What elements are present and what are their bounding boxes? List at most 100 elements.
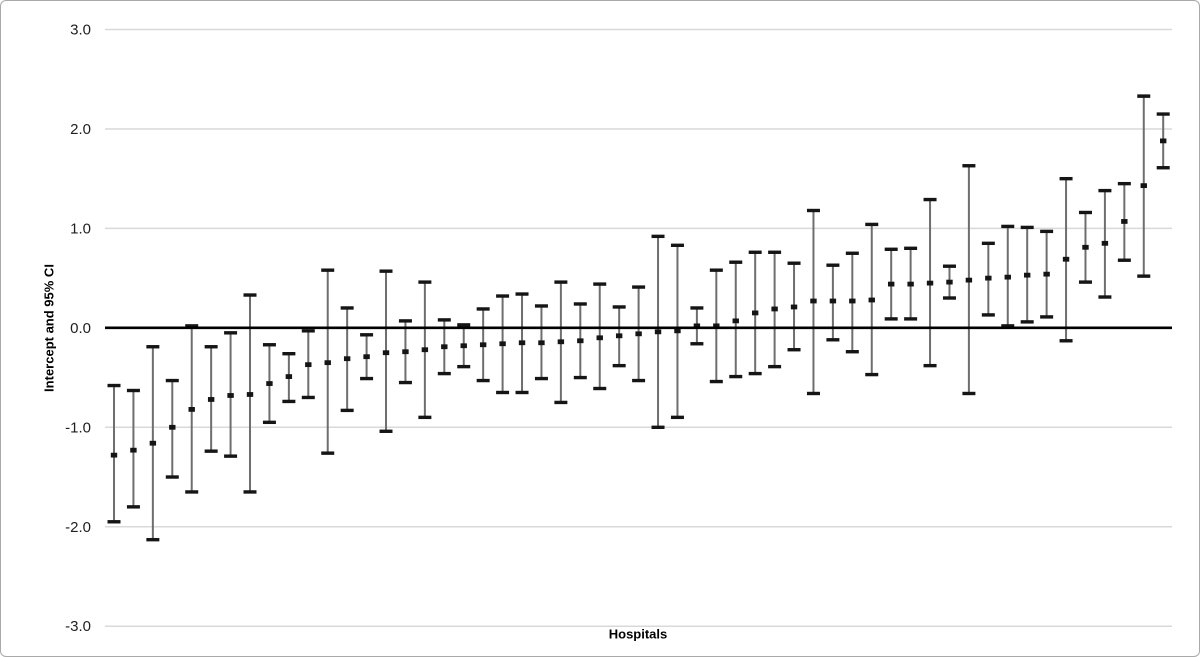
- point-estimate-marker: [887, 281, 895, 287]
- point-estimate-marker: [1004, 274, 1011, 280]
- point-estimate-marker: [324, 360, 331, 366]
- hospital-ci-bar: [865, 222, 879, 377]
- hospital-ci-bar: [1059, 176, 1073, 343]
- hospital-ci-bar: [729, 260, 743, 379]
- hospital-ci-bar: [243, 293, 257, 494]
- y-tick-label: 0.0: [70, 320, 91, 337]
- point-estimate-marker: [441, 344, 448, 350]
- point-estimate-marker: [907, 281, 914, 287]
- y-tick-label: 2.0: [70, 121, 91, 138]
- hospital-ci-bar: [651, 234, 665, 429]
- point-estimate-marker: [596, 335, 603, 341]
- hospital-ci-bar: [748, 250, 762, 376]
- hospital-ci-bar: [962, 164, 976, 396]
- hospital-ci-bar: [1040, 229, 1054, 319]
- point-estimate-marker: [615, 333, 623, 339]
- hospital-ci-bar: [690, 306, 704, 346]
- point-estimate-marker: [460, 343, 467, 349]
- hospital-ci-bar: [884, 247, 898, 321]
- point-estimate-marker: [654, 329, 662, 335]
- hospital-ci-bar: [321, 268, 335, 455]
- hospital-ci-bar: [262, 343, 276, 425]
- point-estimate-marker: [1023, 272, 1031, 278]
- point-estimate-marker: [479, 342, 487, 348]
- hospital-ci-bar: [904, 246, 918, 321]
- hospital-ci-bar: [1098, 188, 1112, 299]
- point-estimate-marker: [1062, 256, 1070, 262]
- point-estimate-marker: [829, 298, 837, 304]
- hospital-ci-bar: [1117, 181, 1131, 262]
- hospital-ci-bar: [1137, 94, 1151, 278]
- y-tick-label: 1.0: [70, 220, 91, 237]
- point-estimate-marker: [130, 447, 137, 453]
- point-estimate-marker: [946, 279, 953, 285]
- point-estimate-marker: [985, 275, 992, 281]
- point-estimate-marker: [499, 341, 506, 347]
- hospital-ci-bar: [496, 294, 510, 395]
- hospital-ci-bar: [593, 282, 607, 391]
- point-estimate-marker: [246, 392, 254, 397]
- point-estimate-marker: [1140, 183, 1147, 189]
- point-estimate-marker: [149, 440, 157, 446]
- point-estimate-marker: [732, 318, 739, 324]
- hospital-ci-bar: [340, 306, 354, 413]
- point-estimate-marker: [868, 297, 875, 303]
- point-estimate-marker: [810, 298, 817, 304]
- point-estimate-marker: [1160, 138, 1167, 144]
- hospital-ci-bar: [379, 269, 393, 433]
- hospital-ci-bar: [360, 333, 374, 381]
- point-estimate-marker: [266, 381, 273, 386]
- hospital-ci-bar: [107, 383, 121, 524]
- point-estimate-marker: [518, 340, 526, 346]
- point-estimate-marker: [577, 338, 584, 344]
- hospital-ci-bar: [398, 319, 412, 385]
- hospital-ci-bar: [185, 324, 199, 494]
- point-estimate-marker: [751, 310, 759, 316]
- hospital-ci-bar: [845, 251, 859, 354]
- hospital-ci-bar: [534, 304, 548, 381]
- point-estimate-marker: [1101, 240, 1109, 246]
- hospital-ci-bar: [1078, 210, 1092, 284]
- point-estimate-marker: [693, 323, 701, 329]
- point-estimate-marker: [635, 331, 642, 337]
- hospital-ci-bar: [923, 197, 937, 368]
- point-estimate-marker: [674, 328, 681, 334]
- hospital-ci-bar: [709, 268, 723, 384]
- hospital-ci-bar: [787, 261, 801, 352]
- point-estimate-marker: [188, 406, 195, 412]
- point-estimate-marker: [382, 350, 390, 356]
- point-estimate-marker: [713, 323, 720, 329]
- hospital-ci-bar: [515, 292, 529, 395]
- hospital-ci-bar: [670, 243, 684, 420]
- hospital-ci-bar: [632, 285, 646, 383]
- hospital-ci-bar: [224, 331, 238, 458]
- point-estimate-marker: [285, 374, 293, 379]
- point-estimate-marker: [771, 306, 778, 312]
- y-tick-label: 3.0: [70, 22, 91, 39]
- point-estimate-marker: [849, 298, 856, 304]
- hospital-ci-bar: [554, 280, 568, 405]
- point-estimate-marker: [207, 397, 215, 402]
- hospital-ci-bar: [126, 388, 140, 509]
- hospital-ci-bar: [282, 352, 296, 404]
- hospital-ci-bar: [573, 302, 587, 380]
- point-estimate-marker: [402, 349, 409, 355]
- y-tick-label: -1.0: [65, 419, 91, 436]
- point-estimate-marker: [363, 354, 370, 360]
- hospital-ci-bar: [806, 208, 820, 396]
- hospital-ci-bar: [418, 280, 432, 420]
- hospital-ci-bar: [1020, 225, 1034, 324]
- hospital-ci-bar: [476, 307, 490, 383]
- point-estimate-marker: [227, 393, 234, 398]
- point-estimate-marker: [538, 340, 545, 346]
- point-estimate-marker: [1082, 244, 1089, 250]
- point-estimate-marker: [557, 339, 565, 345]
- hospital-ci-bar: [942, 264, 956, 300]
- point-estimate-marker: [169, 424, 176, 430]
- point-estimate-marker: [790, 304, 798, 310]
- hospital-ci-bar: [146, 345, 160, 542]
- point-estimate-marker: [305, 362, 312, 368]
- point-estimate-marker: [1121, 219, 1128, 224]
